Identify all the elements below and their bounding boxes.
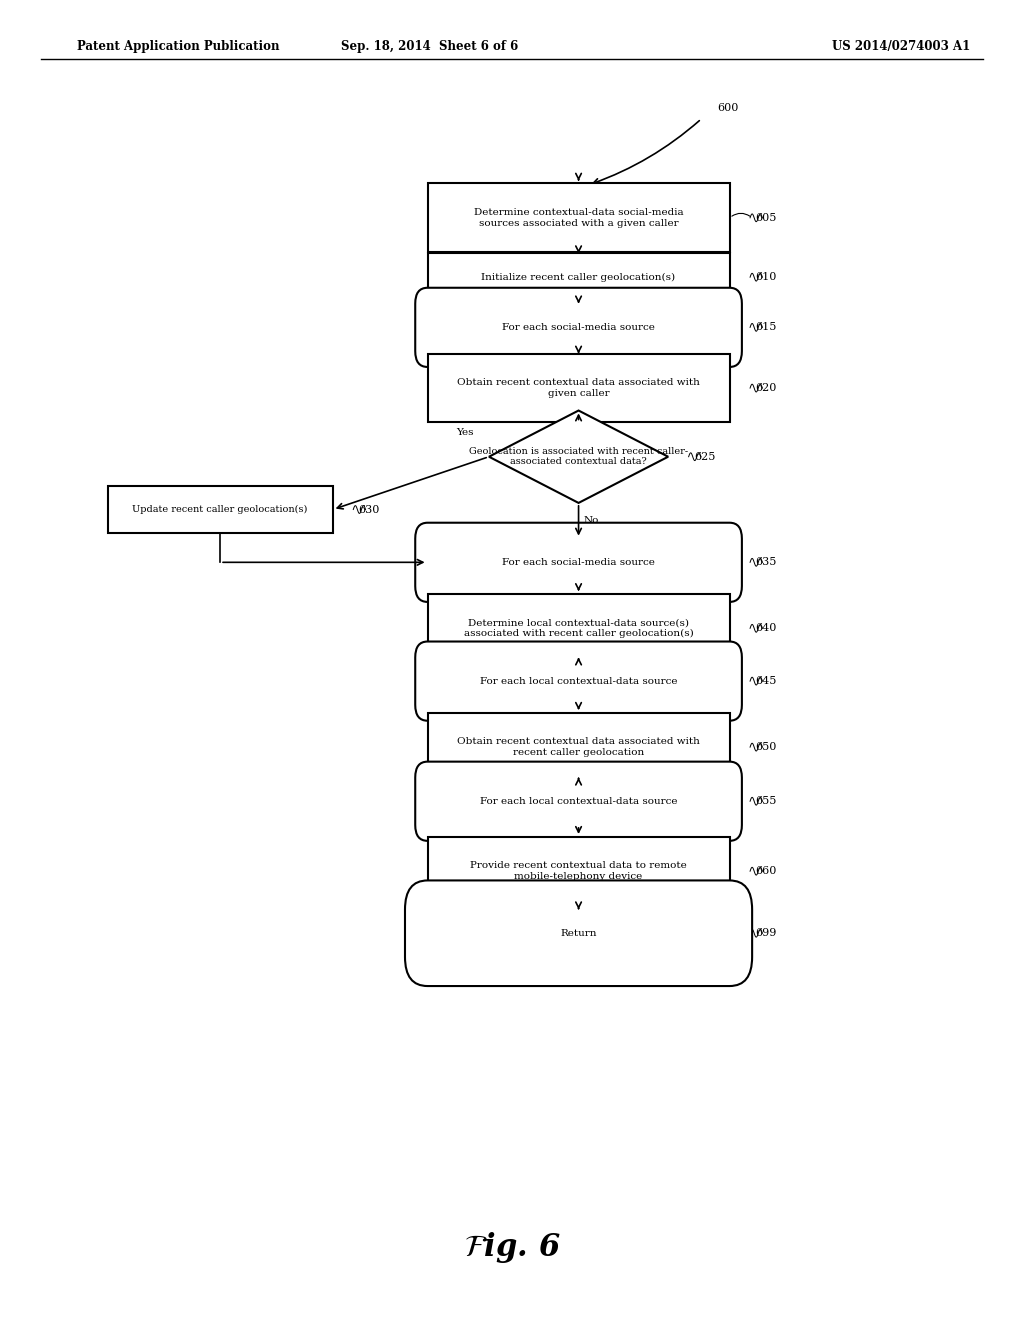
- Text: 650: 650: [755, 742, 776, 752]
- Text: Obtain recent contextual data associated with
given caller: Obtain recent contextual data associated…: [457, 379, 700, 397]
- Text: No: No: [584, 516, 599, 525]
- FancyBboxPatch shape: [428, 837, 729, 906]
- Text: 615: 615: [755, 322, 776, 333]
- Text: For each social-media source: For each social-media source: [502, 558, 655, 566]
- Text: For each local contextual-data source: For each local contextual-data source: [480, 797, 677, 805]
- Text: 699: 699: [755, 928, 776, 939]
- Text: 655: 655: [755, 796, 776, 807]
- FancyBboxPatch shape: [416, 642, 741, 721]
- Text: Sep. 18, 2014  Sheet 6 of 6: Sep. 18, 2014 Sheet 6 of 6: [341, 40, 519, 53]
- FancyBboxPatch shape: [428, 183, 729, 252]
- Text: 660: 660: [755, 866, 776, 876]
- Text: Initialize recent caller geolocation(s): Initialize recent caller geolocation(s): [481, 273, 676, 281]
- Text: 645: 645: [755, 676, 776, 686]
- Text: 625: 625: [694, 451, 715, 462]
- Text: Patent Application Publication: Patent Application Publication: [77, 40, 280, 53]
- Text: Determine local contextual-data source(s)
associated with recent caller geolocat: Determine local contextual-data source(s…: [464, 619, 693, 638]
- FancyBboxPatch shape: [428, 713, 729, 781]
- Text: Obtain recent contextual data associated with
recent caller geolocation: Obtain recent contextual data associated…: [457, 738, 700, 756]
- Text: For each social-media source: For each social-media source: [502, 323, 655, 331]
- Text: Update recent caller geolocation(s): Update recent caller geolocation(s): [132, 506, 308, 513]
- Text: 630: 630: [358, 504, 380, 515]
- FancyBboxPatch shape: [404, 880, 752, 986]
- Polygon shape: [488, 411, 668, 503]
- Text: US 2014/0274003 A1: US 2014/0274003 A1: [831, 40, 971, 53]
- Text: 600: 600: [717, 103, 738, 114]
- FancyBboxPatch shape: [416, 523, 741, 602]
- FancyBboxPatch shape: [428, 253, 729, 301]
- Text: For each local contextual-data source: For each local contextual-data source: [480, 677, 677, 685]
- Text: Provide recent contextual data to remote
mobile-telephony device: Provide recent contextual data to remote…: [470, 862, 687, 880]
- Text: $\mathcal{F}$ig. 6: $\mathcal{F}$ig. 6: [464, 1230, 560, 1265]
- Text: Geolocation is associated with recent caller-
associated contextual data?: Geolocation is associated with recent ca…: [469, 447, 688, 466]
- Text: 635: 635: [755, 557, 776, 568]
- FancyBboxPatch shape: [108, 486, 333, 533]
- Text: Yes: Yes: [456, 428, 473, 437]
- Text: Return: Return: [560, 929, 597, 937]
- Text: 610: 610: [755, 272, 776, 282]
- Text: 605: 605: [755, 213, 776, 223]
- FancyBboxPatch shape: [416, 288, 741, 367]
- FancyBboxPatch shape: [428, 354, 729, 422]
- Text: Determine contextual-data social-media
sources associated with a given caller: Determine contextual-data social-media s…: [474, 209, 683, 227]
- FancyBboxPatch shape: [428, 594, 729, 663]
- Text: 620: 620: [755, 383, 776, 393]
- FancyBboxPatch shape: [416, 762, 741, 841]
- Text: 640: 640: [755, 623, 776, 634]
